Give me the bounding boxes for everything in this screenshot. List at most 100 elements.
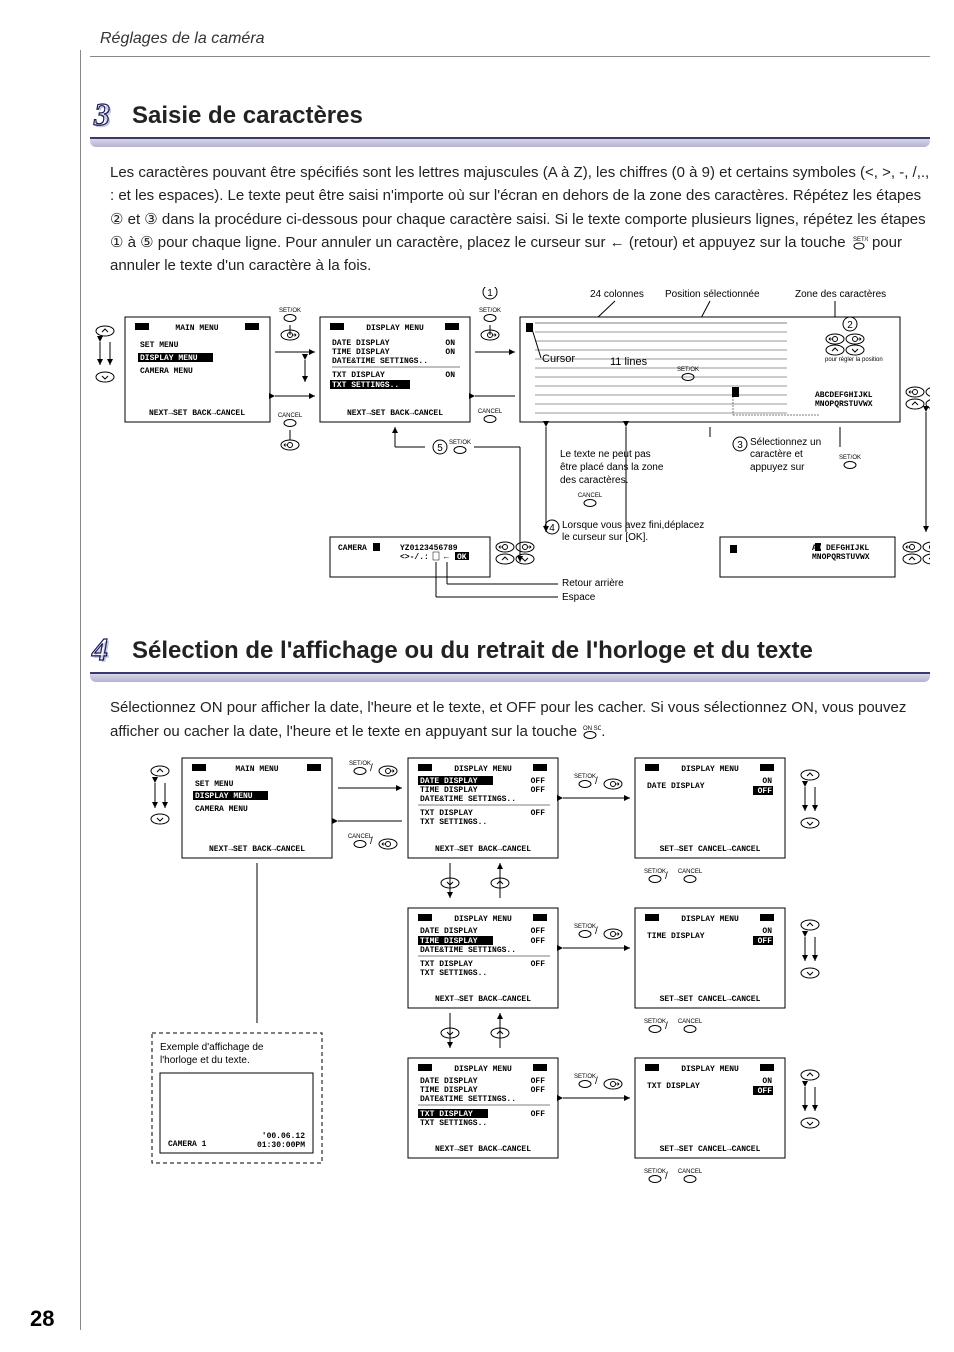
- svg-text:ABCDEFGHIJKL: ABCDEFGHIJKL: [815, 391, 873, 400]
- svg-text:SET MENU: SET MENU: [195, 780, 234, 789]
- svg-text:ON: ON: [762, 777, 772, 786]
- svg-text:OFF: OFF: [531, 927, 546, 936]
- svg-text:/: /: [370, 836, 373, 847]
- svg-text:TXT SETTINGS..: TXT SETTINGS..: [332, 381, 399, 390]
- svg-text:Cursor: Cursor: [542, 353, 575, 365]
- svg-text:DATE DISPLAY: DATE DISPLAY: [332, 339, 390, 348]
- svg-text:ON: ON: [762, 927, 772, 936]
- svg-text:TXT DISPLAY: TXT DISPLAY: [420, 809, 473, 818]
- svg-text:3: 3: [93, 97, 110, 132]
- svg-text:appuyez sur: appuyez sur: [750, 462, 805, 473]
- svg-text:le curseur sur [OK].: le curseur sur [OK].: [562, 532, 648, 543]
- svg-text:DISPLAY MENU: DISPLAY MENU: [366, 324, 424, 333]
- section-number-3: 3 3: [90, 97, 124, 135]
- svg-text:01:30:00PM: 01:30:00PM: [257, 1141, 305, 1150]
- svg-text:caractère et: caractère et: [750, 449, 803, 460]
- svg-text:DISPLAY MENU: DISPLAY MENU: [454, 915, 512, 924]
- svg-text:DISPLAY MENU: DISPLAY MENU: [454, 1065, 512, 1074]
- svg-text:DATE&TIME SETTINGS..: DATE&TIME SETTINGS..: [420, 795, 516, 804]
- svg-text:DISPLAY MENU: DISPLAY MENU: [140, 354, 198, 363]
- svg-text:OFF: OFF: [531, 786, 546, 795]
- svg-text:MNOPQRSTUVWX: MNOPQRSTUVWX: [812, 553, 870, 562]
- svg-text:NEXT→SET BACK→CANCEL: NEXT→SET BACK→CANCEL: [435, 845, 531, 854]
- svg-text:3: 3: [737, 440, 743, 451]
- svg-text:Espace: Espace: [562, 592, 596, 602]
- svg-text:OFF: OFF: [531, 960, 546, 969]
- svg-text:DATE&TIME SETTINGS..: DATE&TIME SETTINGS..: [420, 946, 516, 955]
- svg-text:SET→SET CANCEL→CANCEL: SET→SET CANCEL→CANCEL: [660, 995, 761, 1004]
- svg-text:SET→SET CANCEL→CANCEL: SET→SET CANCEL→CANCEL: [660, 1145, 761, 1154]
- svg-text:DATE DISPLAY: DATE DISPLAY: [420, 777, 478, 786]
- svg-text:DISPLAY MENU: DISPLAY MENU: [195, 792, 253, 801]
- svg-text:24 colonnes: 24 colonnes: [590, 289, 644, 300]
- svg-text:DATE&TIME SETTINGS..: DATE&TIME SETTINGS..: [420, 1095, 516, 1104]
- svg-text:OFF: OFF: [758, 787, 773, 796]
- svg-text:SET→SET CANCEL→CANCEL: SET→SET CANCEL→CANCEL: [660, 845, 761, 854]
- s4-date-display-menu: DISPLAY MENU DATE DISPLAY ON OFF SET→SET…: [635, 758, 785, 858]
- svg-text:NEXT→SET BACK→CANCEL: NEXT→SET BACK→CANCEL: [209, 845, 305, 854]
- section-3: 3 3 Saisie de caractères Les caractères …: [90, 97, 930, 602]
- section-3-paragraph: Les caractères pouvant être spécifiés so…: [110, 161, 930, 277]
- svg-text:4: 4: [91, 632, 108, 667]
- svg-text:TXT DISPLAY: TXT DISPLAY: [332, 371, 385, 380]
- svg-text:1: 1: [487, 288, 493, 299]
- svg-text:MAIN MENU: MAIN MENU: [175, 324, 218, 333]
- svg-text:CAMERA MENU: CAMERA MENU: [195, 805, 248, 814]
- svg-text:OFF: OFF: [531, 809, 546, 818]
- svg-text:des caractères.: des caractères.: [560, 475, 628, 486]
- svg-text:/: /: [595, 776, 598, 787]
- s4-txt-display-menu: DISPLAY MENU TXT DISPLAY ON OFF SET→SET …: [635, 1058, 785, 1158]
- svg-text:DISPLAY MENU: DISPLAY MENU: [681, 915, 739, 924]
- svg-text:TIME DISPLAY: TIME DISPLAY: [420, 1086, 478, 1095]
- svg-text:OK: OK: [457, 553, 467, 562]
- svg-text:Le texte ne peut pas: Le texte ne peut pas: [560, 449, 651, 460]
- svg-text:OFF: OFF: [531, 1086, 546, 1095]
- svg-text:ON: ON: [762, 1077, 772, 1086]
- svg-text:Exemple d'affichage de: Exemple d'affichage de: [160, 1042, 264, 1053]
- svg-text:Sélectionnez un: Sélectionnez un: [750, 437, 821, 448]
- svg-text:TXT DISPLAY: TXT DISPLAY: [647, 1082, 700, 1091]
- s4-time-display-menu: DISPLAY MENU TIME DISPLAY ON OFF SET→SET…: [635, 908, 785, 1008]
- svg-text:OFF: OFF: [531, 777, 546, 786]
- svg-text:DATE&TIME SETTINGS..: DATE&TIME SETTINGS..: [332, 357, 428, 366]
- svg-text:Lorsque vous avez fini,déplace: Lorsque vous avez fini,déplacez: [562, 520, 704, 531]
- svg-text:/: /: [595, 1076, 598, 1087]
- svg-text:pour régler la position: pour régler la position: [825, 357, 883, 363]
- svg-text:DATE DISPLAY: DATE DISPLAY: [420, 1077, 478, 1086]
- svg-text:2: 2: [847, 320, 853, 331]
- svg-text:TIME DISPLAY: TIME DISPLAY: [420, 786, 478, 795]
- svg-text:NEXT→SET BACK→CANCEL: NEXT→SET BACK→CANCEL: [435, 1145, 531, 1154]
- svg-text:11 lines: 11 lines: [610, 356, 648, 368]
- svg-text:Zone des caractères: Zone des caractères: [795, 289, 886, 300]
- svg-text:OFF: OFF: [531, 1110, 546, 1119]
- page-number: 28: [30, 1306, 54, 1332]
- svg-text:DISPLAY MENU: DISPLAY MENU: [681, 765, 739, 774]
- svg-text:C: C: [820, 544, 825, 553]
- svg-text:l'horloge et du texte.: l'horloge et du texte.: [160, 1055, 250, 1066]
- svg-text:OFF: OFF: [758, 937, 773, 946]
- section-4-title: Sélection de l'affichage ou du retrait d…: [132, 637, 930, 665]
- svg-text:CAMERA 1: CAMERA 1: [168, 1140, 207, 1149]
- up-button-icon: [96, 326, 114, 336]
- svg-text:TXT SETTINGS..: TXT SETTINGS..: [420, 969, 487, 978]
- section-number-4: 4 4: [90, 632, 124, 670]
- svg-text:TXT DISPLAY: TXT DISPLAY: [420, 960, 473, 969]
- down-button-icon: [96, 372, 114, 382]
- svg-text:NEXT→SET BACK→CANCEL: NEXT→SET BACK→CANCEL: [435, 995, 531, 1004]
- section-4-paragraph: Sélectionnez ON pour afficher la date, l…: [110, 696, 930, 743]
- svg-text:'00.06.12: '00.06.12: [262, 1132, 305, 1141]
- svg-text:ON: ON: [445, 339, 455, 348]
- svg-text:Position sélectionnée: Position sélectionnée: [665, 289, 760, 300]
- svg-text:/: /: [370, 763, 373, 774]
- svg-text:DISPLAY MENU: DISPLAY MENU: [454, 765, 512, 774]
- s4-display-menu-1: DISPLAY MENU DATE DISPLAY OFF TIME DISPLA…: [408, 758, 558, 858]
- svg-text:DATE DISPLAY: DATE DISPLAY: [647, 782, 705, 791]
- svg-text:CAMERA: CAMERA: [338, 544, 367, 553]
- svg-text:←: ←: [444, 553, 449, 562]
- svg-text:NEXT→SET BACK→CANCEL: NEXT→SET BACK→CANCEL: [149, 409, 245, 418]
- svg-text:/: /: [595, 926, 598, 937]
- svg-text:TXT SETTINGS..: TXT SETTINGS..: [420, 1119, 487, 1128]
- svg-text:TIME DISPLAY: TIME DISPLAY: [420, 937, 478, 946]
- section-4: 4 4 Sélection de l'affichage ou du retra…: [90, 632, 930, 1293]
- svg-text:SET/OK: SET/OK: [853, 237, 868, 243]
